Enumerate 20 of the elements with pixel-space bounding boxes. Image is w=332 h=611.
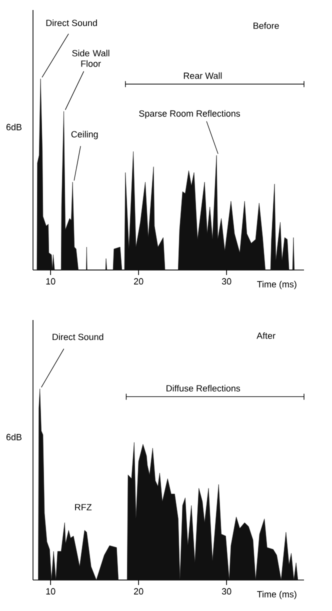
chart-title: Before bbox=[254, 22, 279, 29]
y-axis-title: 6dB bbox=[6, 124, 22, 130]
annotation: Ceiling bbox=[71, 130, 98, 140]
annotation: RFZ bbox=[75, 504, 92, 510]
x-axis-title: Time (ms) bbox=[257, 590, 296, 600]
annotation: Rear Wall bbox=[184, 72, 222, 79]
annotation: Direct Sound bbox=[46, 20, 97, 26]
x-tick-label: 30 bbox=[222, 588, 232, 595]
x-tick-label: 10 bbox=[46, 588, 56, 595]
annotation: Diffuse Reflections bbox=[166, 384, 240, 392]
annotation: Direct Sound bbox=[52, 334, 104, 340]
x-tick-label: 10 bbox=[46, 278, 56, 285]
x-tick-label: 30 bbox=[222, 278, 232, 285]
x-tick-label: 20 bbox=[134, 588, 144, 595]
annotation: Sparse Room Reflections bbox=[139, 110, 240, 118]
chart-title: After bbox=[256, 332, 276, 339]
annotation: Side Wall Floor bbox=[72, 50, 110, 67]
y-axis-title: 6dB bbox=[6, 434, 22, 440]
x-tick-label: 20 bbox=[134, 278, 144, 285]
x-axis-title: Time (ms) bbox=[257, 280, 296, 290]
